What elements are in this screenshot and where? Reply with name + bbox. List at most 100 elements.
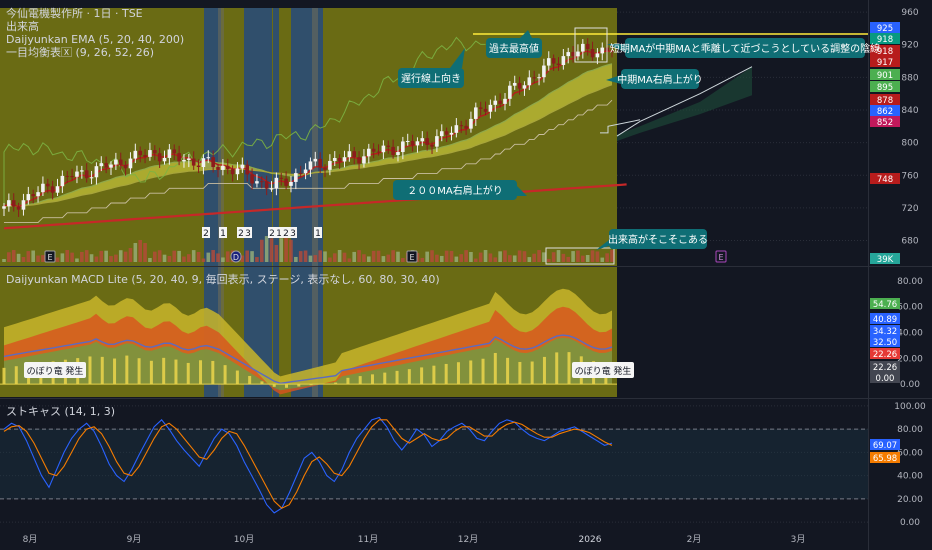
volume-bar	[581, 255, 585, 262]
time-tick-label: 9月	[127, 534, 142, 545]
stochastic-d-line	[3, 419, 613, 509]
macd-value-label: 22.26	[873, 350, 897, 360]
candle-body	[264, 181, 269, 189]
volume-bar	[201, 258, 206, 262]
volume-bar	[80, 251, 84, 262]
cloud-edge	[616, 66, 753, 137]
volume-bar	[517, 250, 522, 262]
macd-histogram-bar	[248, 375, 252, 385]
signal-badge	[275, 227, 283, 238]
candle-body	[128, 158, 133, 169]
signal-badge	[244, 227, 252, 238]
volume-bar	[425, 251, 429, 262]
price-tick-label: 720	[901, 204, 918, 214]
candle-body	[401, 141, 405, 153]
ichimoku-label: 一目均衡表🅇 (9, 26, 52, 26)	[6, 45, 154, 59]
price-tick-label: 960	[901, 8, 918, 18]
candle-body	[123, 164, 128, 169]
price-label: 917	[877, 58, 893, 68]
candle-body	[371, 148, 376, 152]
volume-bar	[488, 253, 493, 262]
price-label-box	[870, 81, 900, 92]
macd-histogram-bar	[518, 361, 522, 385]
ichimoku-baseline	[4, 99, 613, 224]
blue-band	[244, 8, 272, 397]
price-tick-label: 920	[901, 41, 918, 51]
volume-bar	[152, 251, 157, 262]
candle-body	[167, 149, 172, 158]
volume-bar	[289, 239, 293, 262]
candle-body	[255, 181, 259, 184]
event-marker	[230, 250, 242, 263]
volume-bar	[250, 251, 254, 262]
candle-body	[508, 85, 512, 99]
candle-body	[114, 159, 118, 165]
macd-histogram-bar	[14, 366, 18, 385]
volume-bar	[26, 251, 31, 262]
macd-histogram-bar	[395, 370, 399, 385]
price-label-box	[870, 45, 900, 56]
candle-body	[143, 155, 147, 157]
stoch-tick-label: 20.00	[897, 495, 923, 505]
candle-body	[274, 177, 279, 189]
volume-bar	[269, 238, 274, 262]
macd-histogram-bar	[149, 360, 153, 385]
candle-body	[332, 158, 337, 161]
price-tick-label: 840	[901, 106, 918, 116]
volume-bar	[478, 252, 483, 262]
macd-histogram-bar	[260, 381, 264, 385]
macd-histogram-bar	[211, 360, 215, 385]
volume-bar	[31, 250, 35, 262]
volume-bar	[240, 255, 245, 262]
macd-value-label: 34.32	[873, 327, 897, 337]
signal-number: 3	[290, 229, 296, 239]
volume-bar	[556, 250, 561, 262]
macd-histogram-bar	[407, 369, 411, 385]
price-label: 748	[877, 175, 893, 185]
macd-histogram-bar	[235, 370, 239, 385]
candle-body	[75, 171, 79, 177]
candle-body	[196, 165, 201, 168]
signal-number: 2	[269, 229, 275, 239]
volume-bar	[191, 250, 196, 262]
blue-band	[204, 8, 221, 397]
macd-histogram-bar	[297, 384, 301, 387]
candle-body	[284, 178, 288, 186]
volume-bar	[508, 255, 512, 262]
macd-histogram-bar	[432, 365, 436, 385]
volume-bar	[7, 252, 11, 262]
volume-bar	[352, 251, 357, 262]
macd-value-label: 0.00	[876, 374, 895, 384]
candle-body	[172, 149, 177, 154]
candle-body	[420, 138, 425, 142]
macd-histogram-bar	[223, 365, 227, 385]
candle-body	[41, 183, 45, 193]
blue-band	[273, 8, 279, 397]
volume-bar	[177, 250, 181, 262]
macd-histogram-bar	[186, 362, 190, 385]
signal-badge	[237, 227, 245, 238]
candle-body	[527, 77, 532, 86]
volume-bar	[464, 250, 468, 262]
price-label-box	[870, 22, 900, 33]
candle-body	[225, 165, 230, 170]
volume-bar	[2, 259, 6, 262]
candle-body	[396, 152, 400, 156]
price-label: 918	[877, 47, 893, 57]
callout-volume-arrow	[596, 240, 609, 250]
volume-bar	[308, 255, 313, 262]
highlight-box	[574, 27, 608, 63]
volume-bar	[323, 251, 327, 262]
price-label-box	[870, 69, 900, 80]
macd-value-box	[870, 372, 900, 383]
macd-histogram-bar	[125, 355, 129, 385]
price-label: 39K	[877, 255, 894, 265]
ichimoku-cloud	[617, 66, 752, 141]
candle-body	[294, 173, 298, 182]
signal-badge	[202, 227, 210, 238]
candle-body	[449, 132, 454, 135]
volume-bar	[70, 252, 74, 262]
signal-badge	[314, 227, 322, 238]
